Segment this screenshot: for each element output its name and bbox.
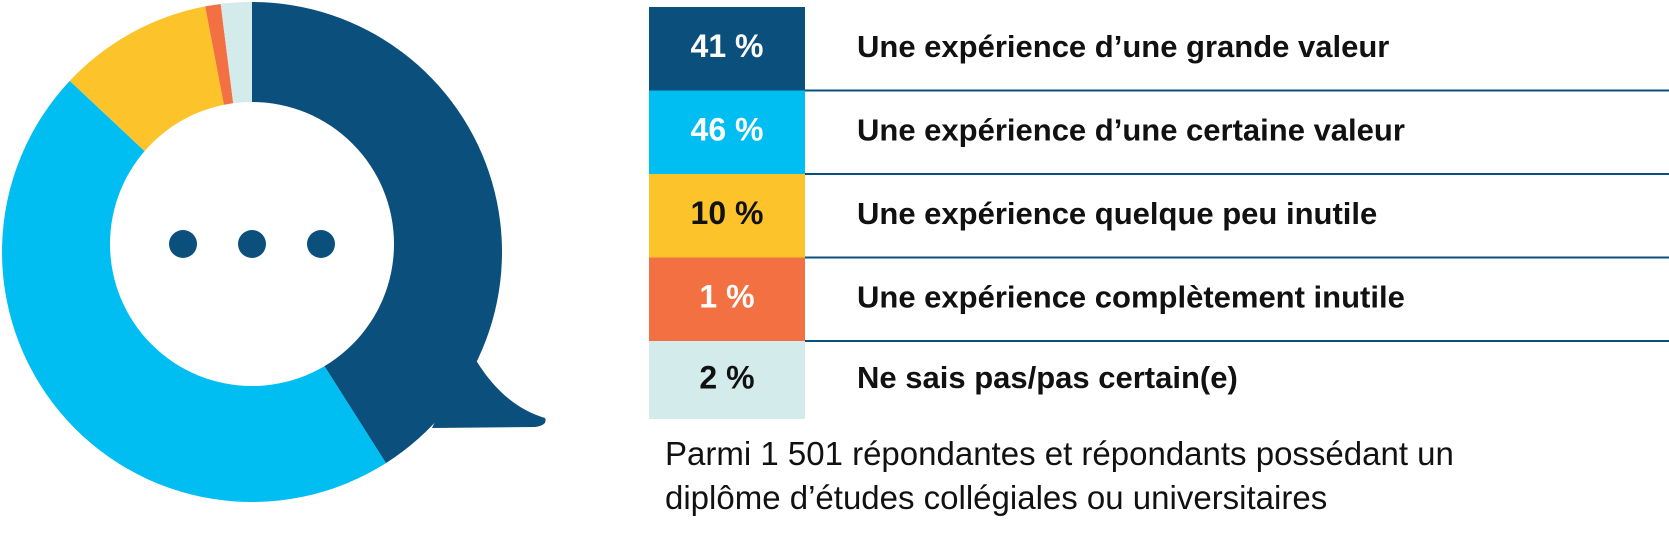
legend-label: Une expérience d’une grande valeur (857, 29, 1389, 64)
note: Parmi 1 501 répondantes et répondants po… (665, 435, 1454, 516)
value-label: 41 % (691, 28, 764, 64)
legend-swatch (649, 7, 805, 91)
legend-swatch (649, 257, 805, 341)
bubble-tail (432, 350, 546, 428)
legend-swatch (649, 174, 805, 258)
value-label: 1 % (699, 279, 754, 315)
legend-label: Une expérience complètement inutile (857, 279, 1405, 314)
value-label: 46 % (691, 112, 764, 148)
legend-label: Une expérience quelque peu inutile (857, 196, 1377, 231)
dot (238, 230, 266, 258)
legend-swatch (649, 90, 805, 174)
dot (307, 230, 335, 258)
value-label: 2 % (699, 359, 754, 395)
legend-swatch (649, 341, 805, 419)
legend-label: Une expérience d’une certaine valeur (857, 112, 1405, 147)
value-label: 10 % (691, 195, 764, 231)
dot (169, 230, 197, 258)
legend-label: Ne sais pas/pas certain(e) (857, 360, 1238, 395)
